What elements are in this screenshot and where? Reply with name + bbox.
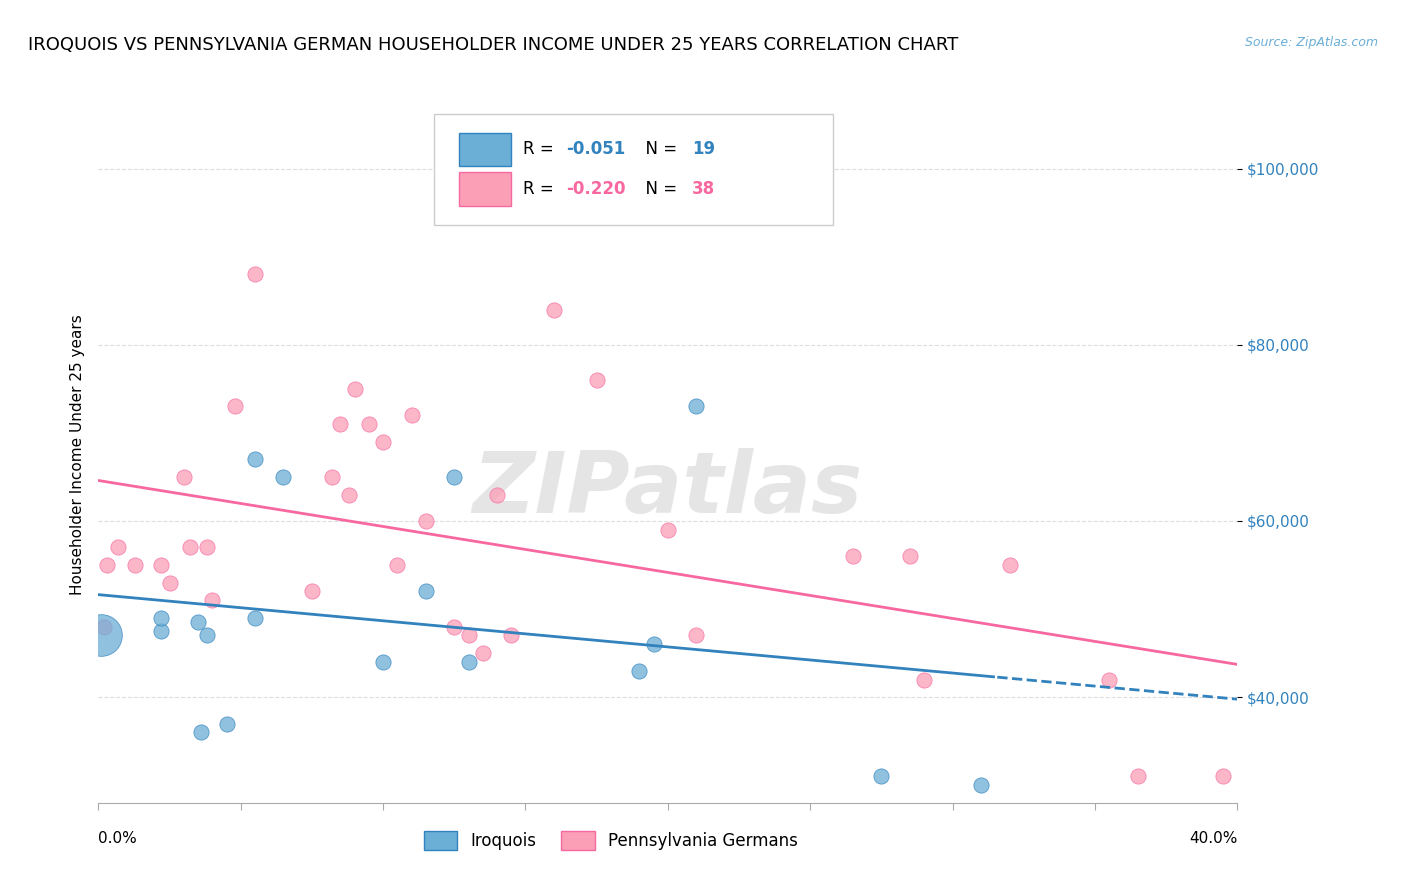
Point	[201, 593, 224, 607]
Point	[628, 664, 651, 678]
Point	[685, 400, 707, 414]
Point	[457, 655, 479, 669]
Text: R =: R =	[523, 180, 560, 198]
Point	[415, 584, 437, 599]
Point	[187, 615, 209, 630]
Point	[443, 470, 465, 484]
Text: -0.051: -0.051	[567, 140, 626, 159]
Point	[1098, 673, 1121, 687]
Point	[195, 628, 218, 642]
Y-axis label: Householder Income Under 25 years: Householder Income Under 25 years	[69, 315, 84, 595]
Text: R =: R =	[523, 140, 560, 159]
Point	[1212, 769, 1234, 783]
Text: 19: 19	[692, 140, 714, 159]
Text: Source: ZipAtlas.com: Source: ZipAtlas.com	[1244, 36, 1378, 49]
Point	[124, 558, 146, 572]
Point	[215, 716, 238, 731]
Point	[912, 673, 935, 687]
Point	[179, 541, 201, 555]
Point	[224, 400, 246, 414]
Point	[273, 470, 295, 484]
Point	[443, 620, 465, 634]
Text: N =: N =	[636, 180, 682, 198]
Point	[243, 611, 266, 625]
Point	[373, 655, 395, 669]
Legend: Iroquois, Pennsylvania Germans: Iroquois, Pennsylvania Germans	[418, 824, 804, 857]
Point	[150, 624, 173, 638]
Point	[173, 470, 195, 484]
Point	[243, 268, 266, 282]
Point	[1126, 769, 1149, 783]
Point	[387, 558, 409, 572]
Point	[93, 620, 115, 634]
Point	[107, 541, 129, 555]
Point	[543, 302, 565, 317]
Point	[501, 628, 523, 642]
Point	[243, 452, 266, 467]
Point	[585, 373, 607, 387]
Point	[357, 417, 380, 431]
Text: 38: 38	[692, 180, 714, 198]
Point	[657, 523, 679, 537]
Point	[970, 778, 993, 792]
Text: 40.0%: 40.0%	[1189, 830, 1237, 846]
Point	[337, 487, 360, 501]
Point	[898, 549, 921, 564]
Point	[373, 434, 395, 449]
Point	[150, 558, 173, 572]
Point	[870, 769, 893, 783]
Text: N =: N =	[636, 140, 682, 159]
Point	[471, 646, 494, 660]
Point	[401, 409, 423, 423]
Point	[150, 611, 173, 625]
Point	[343, 382, 366, 396]
Point	[415, 514, 437, 528]
Point	[685, 628, 707, 642]
Point	[842, 549, 865, 564]
Point	[486, 487, 509, 501]
Text: ZIPatlas: ZIPatlas	[472, 448, 863, 532]
Point	[301, 584, 323, 599]
Point	[190, 725, 212, 739]
Point	[643, 637, 665, 651]
FancyBboxPatch shape	[460, 172, 510, 206]
Text: IROQUOIS VS PENNSYLVANIA GERMAN HOUSEHOLDER INCOME UNDER 25 YEARS CORRELATION CH: IROQUOIS VS PENNSYLVANIA GERMAN HOUSEHOL…	[28, 36, 959, 54]
FancyBboxPatch shape	[460, 133, 510, 166]
Point	[321, 470, 343, 484]
Text: 0.0%: 0.0%	[98, 830, 138, 846]
Text: -0.220: -0.220	[567, 180, 626, 198]
FancyBboxPatch shape	[434, 114, 832, 226]
Point	[457, 628, 479, 642]
Point	[96, 558, 118, 572]
Point	[159, 575, 181, 590]
Point	[90, 628, 112, 642]
Point	[195, 541, 218, 555]
Point	[998, 558, 1021, 572]
Point	[329, 417, 352, 431]
